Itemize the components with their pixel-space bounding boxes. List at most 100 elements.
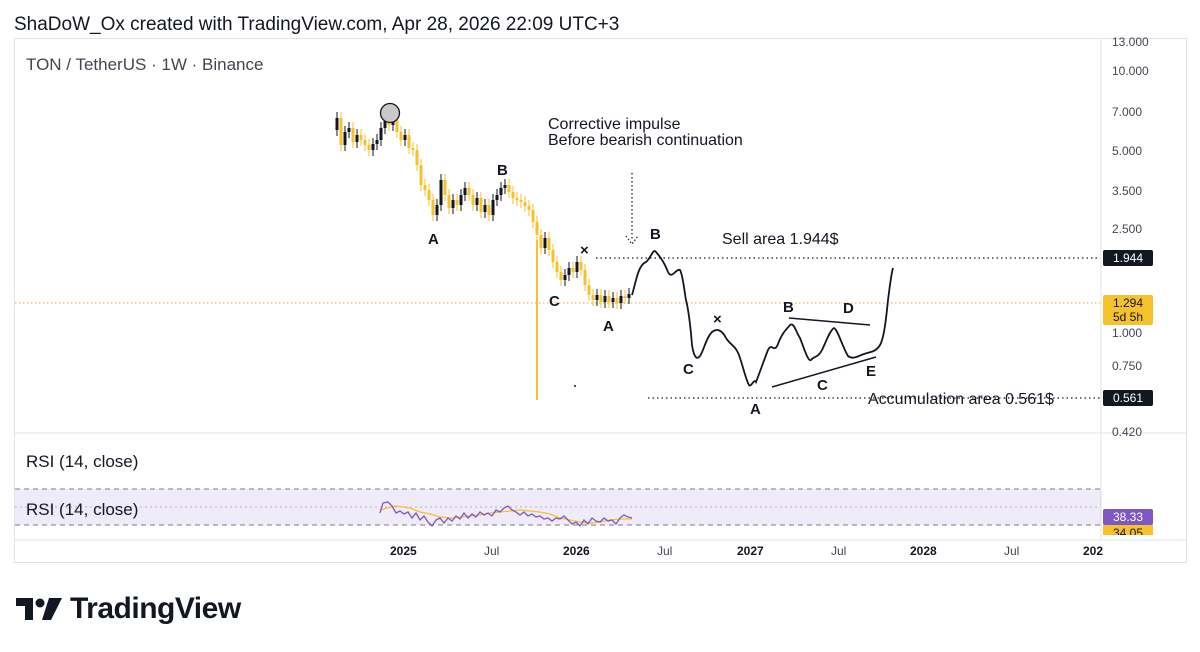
candle-body bbox=[471, 195, 475, 205]
price-axis[interactable]: 13.000 10.000 7.000 5.000 3.500 2.500 1.… bbox=[1112, 35, 1149, 439]
candle-body bbox=[447, 195, 451, 208]
wave-label: E bbox=[866, 363, 876, 380]
candle-body bbox=[511, 192, 515, 198]
candle-body bbox=[579, 262, 583, 270]
candle-body bbox=[419, 165, 423, 185]
accumulation-area-label[interactable]: Accumulation area 0.561$ bbox=[868, 391, 1054, 408]
corrective-note-line2[interactable]: Before bearish continuation bbox=[548, 132, 743, 149]
x-marker-icon: × bbox=[580, 242, 589, 259]
candle-body bbox=[423, 185, 427, 190]
candle-body bbox=[519, 200, 523, 202]
candle-body bbox=[607, 296, 611, 302]
rsi-inline-label[interactable]: RSI (14, close) bbox=[26, 500, 139, 519]
candle-body bbox=[399, 132, 403, 140]
wave-label: B bbox=[783, 299, 794, 316]
candle-body bbox=[343, 132, 347, 145]
candle-body bbox=[495, 195, 499, 200]
candle-body bbox=[467, 188, 471, 195]
candle-body bbox=[515, 198, 519, 200]
candle-body bbox=[463, 188, 467, 195]
candles bbox=[335, 112, 631, 309]
candle-body bbox=[359, 135, 363, 140]
candle-body bbox=[415, 150, 419, 165]
tradingview-logo-text: TradingView bbox=[70, 592, 241, 625]
candle-body bbox=[351, 128, 355, 142]
candle-body bbox=[551, 250, 555, 262]
candle-body bbox=[403, 135, 407, 140]
wave-label: C bbox=[817, 377, 828, 394]
candle-body bbox=[439, 180, 443, 205]
sell-area-label[interactable]: Sell area 1.944$ bbox=[722, 231, 839, 248]
y-tick-label: 7.000 bbox=[1112, 105, 1142, 119]
candle-body bbox=[619, 296, 623, 303]
candle-body bbox=[487, 205, 491, 215]
candle-body bbox=[575, 262, 579, 272]
rsi-ma-value: 34.05 bbox=[1113, 526, 1143, 540]
candle-body bbox=[335, 118, 339, 130]
corrective-note-line1[interactable]: Corrective impulse bbox=[548, 116, 681, 133]
candle-body bbox=[523, 202, 527, 206]
candle-body bbox=[615, 298, 619, 303]
stray-dot bbox=[574, 385, 576, 387]
candle-body bbox=[491, 200, 495, 215]
x-tick-label: Jul bbox=[484, 544, 499, 558]
candle-body bbox=[591, 295, 595, 300]
y-tick-label: 1.000 bbox=[1112, 326, 1142, 340]
wave-label: C bbox=[683, 361, 694, 378]
wave-label: D bbox=[843, 300, 854, 317]
rsi-value: 38.33 bbox=[1113, 510, 1143, 524]
candle-body bbox=[339, 118, 343, 145]
projection-path[interactable] bbox=[631, 250, 894, 387]
rsi-ma-line bbox=[379, 505, 632, 524]
y-tick-label: 3.500 bbox=[1112, 184, 1142, 198]
wave-label: C bbox=[549, 293, 560, 310]
triangle-lower-line[interactable] bbox=[771, 356, 877, 388]
current-price-value: 1.294 bbox=[1113, 296, 1143, 310]
y-tick-label: 0.750 bbox=[1112, 359, 1142, 373]
candle-body bbox=[499, 188, 503, 195]
candle-body bbox=[611, 298, 615, 302]
rsi-pane-title[interactable]: RSI (14, close) bbox=[26, 452, 139, 471]
y-tick-label: 2.500 bbox=[1112, 222, 1142, 236]
x-tick-label: Jul bbox=[831, 544, 846, 558]
tradingview-logo-icon bbox=[16, 598, 62, 620]
x-tick-label: Jul bbox=[657, 544, 672, 558]
symbol-title[interactable]: TON / TetherUS · 1W · Binance bbox=[26, 55, 264, 74]
triangle-upper-line[interactable] bbox=[788, 317, 871, 326]
candle-body bbox=[599, 295, 603, 302]
candle-body bbox=[555, 262, 559, 272]
candle-body bbox=[355, 135, 359, 142]
candle-body bbox=[479, 198, 483, 212]
candle-body bbox=[443, 180, 447, 195]
top-circle-marker[interactable] bbox=[379, 102, 401, 124]
candle-body bbox=[527, 206, 531, 210]
candle-body bbox=[595, 295, 599, 300]
candle-body bbox=[535, 222, 539, 235]
candle-body bbox=[563, 275, 567, 280]
candle-body bbox=[407, 135, 411, 148]
x-tick-label: Jul bbox=[1004, 544, 1019, 558]
x-tick-label: 202 bbox=[1083, 544, 1103, 558]
candle-body bbox=[375, 140, 379, 144]
rsi-ma-value-tag: 34.05 bbox=[1103, 525, 1153, 540]
candle-body bbox=[583, 270, 587, 285]
y-tick-label: 13.000 bbox=[1112, 35, 1149, 49]
candle-body bbox=[451, 200, 455, 208]
candle-body bbox=[567, 268, 571, 275]
candle-body bbox=[547, 238, 551, 250]
candle-body bbox=[507, 185, 511, 192]
x-tick-label: 2028 bbox=[910, 544, 937, 558]
wave-label: B bbox=[650, 226, 661, 243]
tradingview-logo[interactable]: TradingView bbox=[16, 592, 241, 626]
current-price-tag: 1.294 5d 5h bbox=[1103, 295, 1153, 325]
time-axis[interactable]: 2025 Jul 2026 Jul 2027 Jul 2028 Jul 202 bbox=[390, 544, 1103, 558]
candle-body bbox=[367, 145, 371, 150]
candle-body bbox=[543, 238, 547, 248]
candle-body bbox=[539, 235, 543, 248]
candle-body bbox=[459, 195, 463, 205]
candle-body bbox=[559, 272, 563, 280]
candle-body bbox=[383, 118, 387, 128]
rsi-band bbox=[15, 489, 1101, 525]
accumulation-price-value: 0.561 bbox=[1113, 391, 1143, 405]
